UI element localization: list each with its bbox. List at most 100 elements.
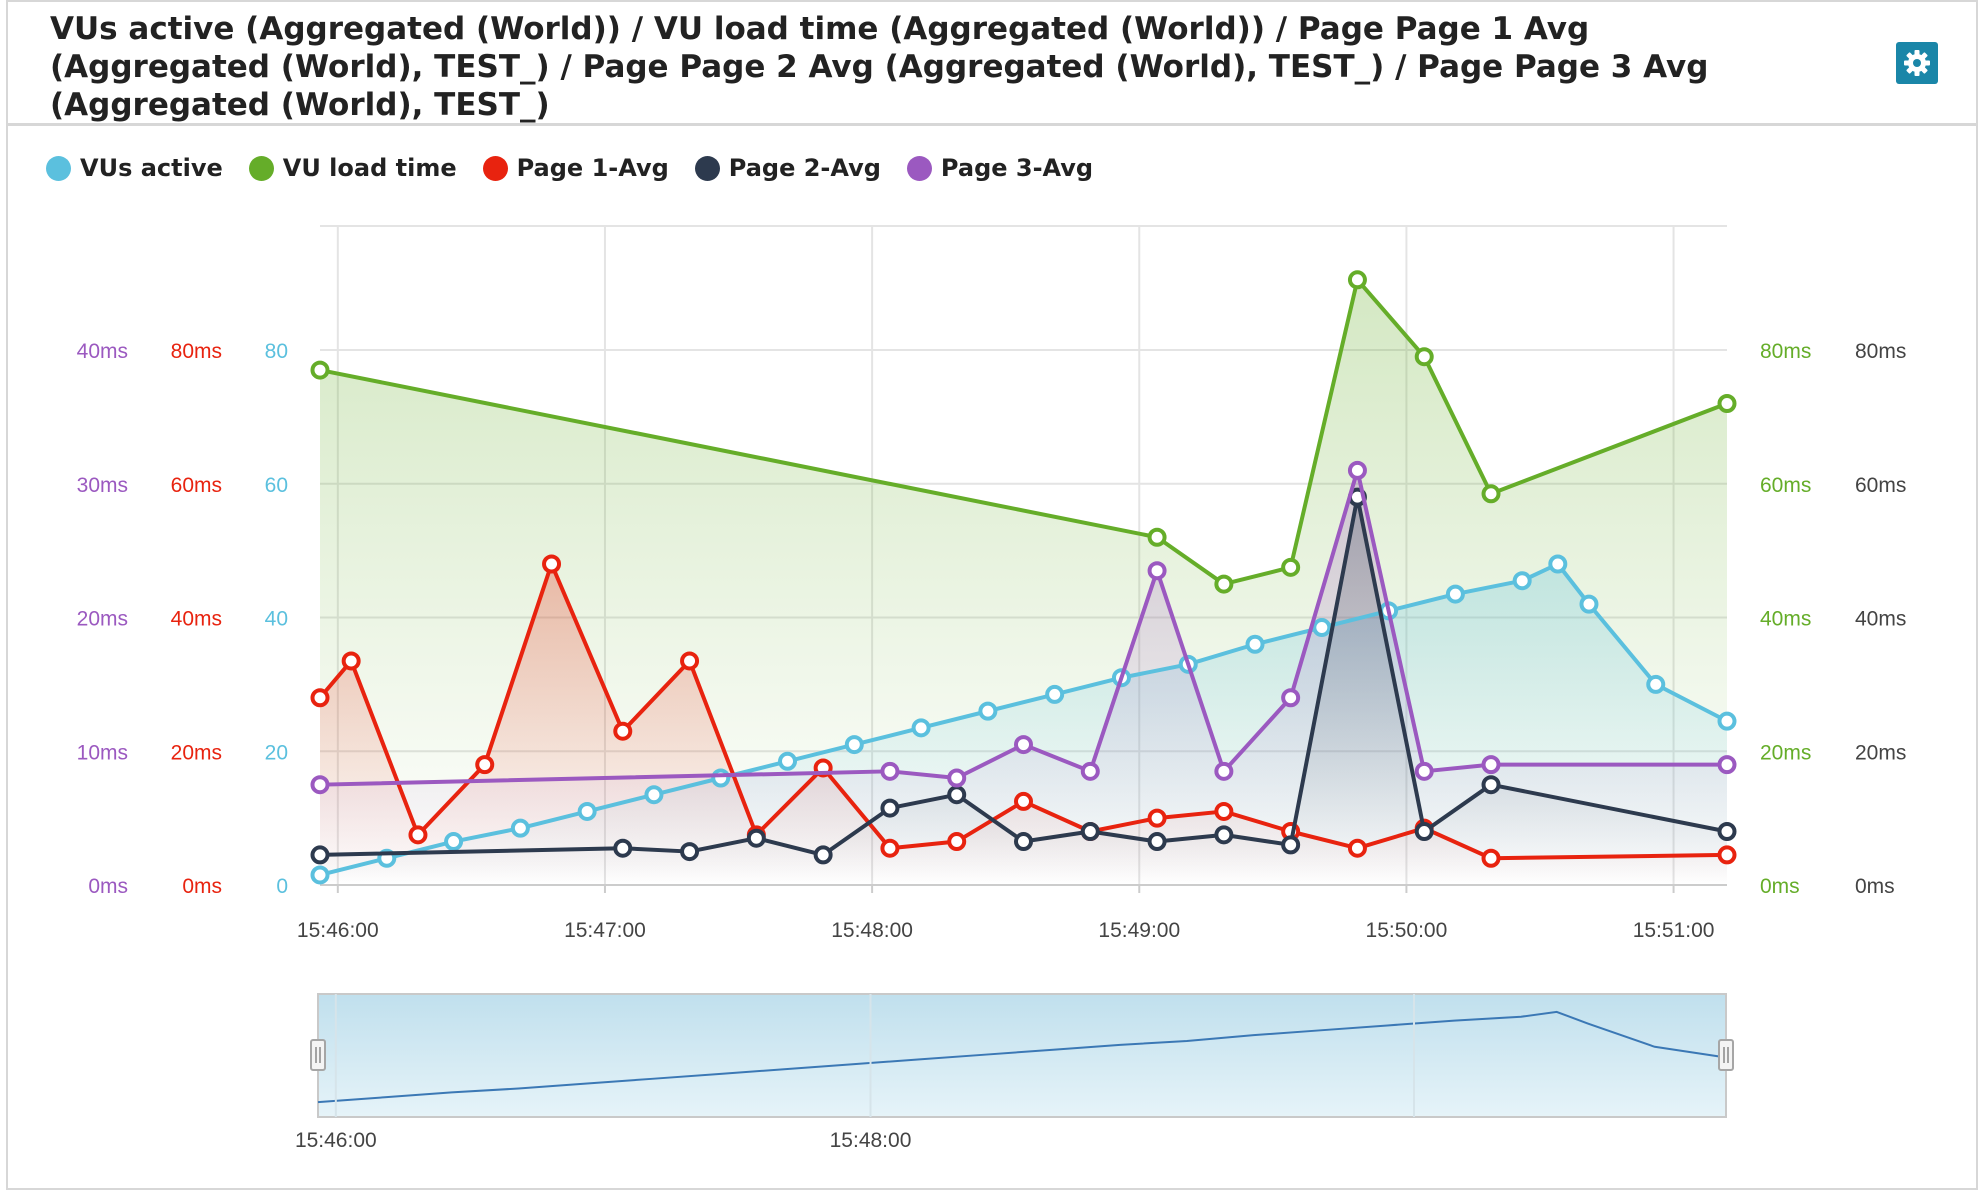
- data-point-vus: [310, 865, 330, 885]
- data-point-vuload: [1281, 557, 1301, 577]
- data-point-page1: [1147, 808, 1167, 828]
- y-tick-label: 60ms: [1760, 474, 1811, 497]
- data-point-page1: [1014, 791, 1033, 811]
- y-tick-label: 0ms: [1760, 875, 1800, 898]
- data-point-page3: [310, 775, 330, 795]
- data-point-page2: [1014, 832, 1033, 852]
- y-tick-label: 20: [265, 741, 288, 764]
- data-point-vus: [844, 735, 864, 755]
- data-point-page1: [542, 554, 562, 574]
- y-tick-label: 60ms: [171, 474, 222, 497]
- navigator-handle-left[interactable]: [310, 1039, 326, 1071]
- legend-label: VUs active: [80, 154, 223, 182]
- y-axis-page3: 0ms 10ms 20ms 30ms 40ms: [77, 340, 128, 898]
- data-point-vuload: [1717, 394, 1737, 413]
- data-point-vus: [911, 718, 931, 738]
- data-point-page1: [475, 755, 495, 775]
- x-tick-label: 15:51:00: [1633, 919, 1715, 942]
- y-tick-label: 20ms: [1855, 741, 1906, 764]
- legend-swatch: [248, 155, 274, 181]
- series-page2: [310, 487, 1737, 865]
- data-point-vus: [711, 768, 731, 788]
- navigator-line: [317, 1010, 1727, 1104]
- data-point-page2: [947, 785, 967, 805]
- data-point-page1: [408, 825, 428, 845]
- data-point-page2: [1481, 775, 1501, 795]
- navigator-tick-label: 15:46:00: [295, 1129, 377, 1152]
- legend-swatch: [906, 155, 932, 181]
- x-tick-label: 15:47:00: [564, 919, 646, 942]
- data-point-vus: [577, 801, 597, 821]
- legend-item-page2[interactable]: Page 2-Avg: [694, 154, 881, 182]
- data-point-vuload: [1214, 574, 1234, 594]
- data-point-page3: [1080, 761, 1100, 781]
- y-tick-label: 20ms: [77, 608, 128, 631]
- y-tick-label: 60ms: [1855, 474, 1906, 497]
- data-point-vuload: [1147, 527, 1167, 547]
- y-tick-label: 80ms: [1760, 340, 1811, 363]
- data-point-vus: [778, 751, 798, 771]
- y-tick-label: 0ms: [88, 875, 128, 898]
- data-point-vus: [1445, 584, 1465, 604]
- y-tick-label: 30ms: [77, 474, 128, 497]
- legend-label: Page 3-Avg: [940, 154, 1094, 182]
- data-point-page1: [947, 832, 967, 852]
- data-point-page3: [947, 768, 967, 788]
- settings-button[interactable]: [1896, 42, 1938, 84]
- legend-item-page1[interactable]: Page 1-Avg: [482, 154, 669, 182]
- data-point-vuload: [1481, 484, 1501, 504]
- x-tick-label: 15:50:00: [1366, 919, 1448, 942]
- data-point-vus: [1579, 594, 1599, 614]
- data-point-vuload: [1414, 347, 1434, 367]
- y-tick-label: 40ms: [77, 340, 128, 363]
- data-point-page1: [1481, 848, 1501, 868]
- y-tick-label: 40ms: [171, 608, 222, 631]
- data-point-vus: [1646, 674, 1666, 694]
- data-point-page2: [746, 828, 766, 848]
- data-point-page2: [1147, 832, 1167, 852]
- navigator-tick-label: 15:48:00: [830, 1129, 912, 1152]
- data-point-vuload: [1347, 270, 1367, 290]
- legend-item-vuload[interactable]: VU load time: [248, 154, 457, 182]
- data-point-page3: [1147, 561, 1167, 581]
- x-tick-label: 15:49:00: [1098, 919, 1180, 942]
- data-point-page3: [1347, 460, 1367, 480]
- data-point-page2: [1281, 835, 1301, 855]
- data-point-page1: [613, 721, 633, 741]
- y-tick-label: 0ms: [1855, 875, 1895, 898]
- series-line-page2: [319, 495, 1728, 857]
- data-point-page1: [880, 838, 900, 858]
- data-point-page3: [1414, 761, 1434, 781]
- series-page3: [310, 460, 1737, 795]
- data-point-page2: [1214, 825, 1234, 845]
- series-line-page1: [318, 562, 1728, 861]
- data-point-page1: [310, 688, 330, 708]
- y-axis-page1: 0ms 20ms 40ms 60ms 80ms: [171, 340, 222, 898]
- legend-item-vus[interactable]: VUs active: [46, 154, 223, 182]
- data-point-vus: [1548, 554, 1568, 574]
- y-tick-label: 20ms: [171, 741, 222, 764]
- data-point-page1: [1214, 801, 1234, 821]
- data-point-vus: [644, 785, 664, 805]
- series-vus: [310, 554, 1737, 885]
- navigator-handle-right[interactable]: [1718, 1039, 1734, 1071]
- legend-swatch: [46, 155, 71, 181]
- y-tick-label: 0ms: [182, 875, 222, 898]
- y-tick-label: 40ms: [1760, 608, 1811, 631]
- data-point-vus: [444, 832, 464, 852]
- data-point-page3: [1717, 755, 1737, 775]
- y-tick-label: 80: [265, 340, 288, 363]
- data-point-vus: [1717, 711, 1737, 731]
- data-point-vus: [510, 818, 530, 838]
- legend-item-page3[interactable]: Page 3-Avg: [906, 154, 1094, 182]
- data-point-page2: [1080, 822, 1100, 841]
- y-tick-label: 60: [265, 474, 288, 497]
- data-point-page1: [680, 651, 700, 671]
- y-tick-label: 40: [265, 608, 288, 631]
- series-vuload: [310, 270, 1737, 594]
- y-axis-page2: 0ms 20ms 40ms 60ms 80ms: [1855, 340, 1906, 898]
- data-point-page2: [613, 838, 633, 858]
- data-point-page3: [1214, 761, 1234, 781]
- x-axis: 15:46:00 15:47:00 15:48:00 15:49:00 15:50:00…: [297, 885, 1715, 942]
- legend-label: Page 1-Avg: [516, 154, 669, 182]
